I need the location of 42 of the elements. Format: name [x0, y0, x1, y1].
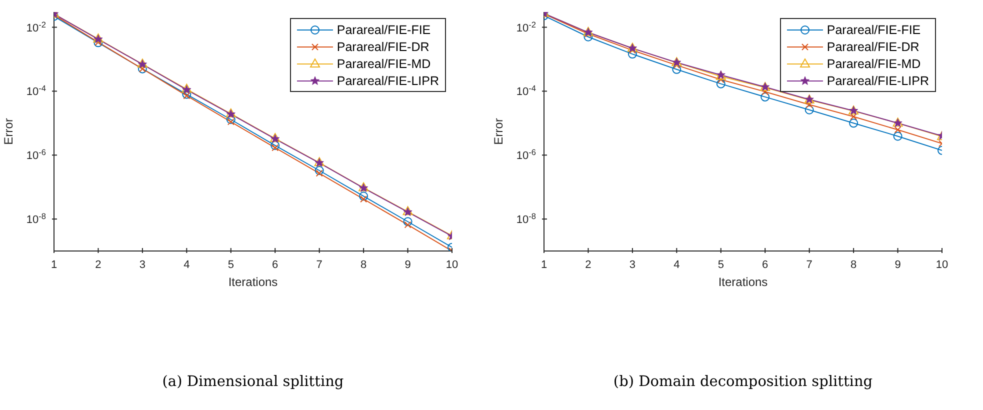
x-tick-label: 7: [806, 259, 812, 271]
x-tick-label: 6: [762, 259, 768, 271]
legend-label: Parareal/FIE-LIPR: [826, 74, 929, 88]
x-tick-label: 9: [404, 259, 411, 271]
x-tick-label: 5: [228, 259, 234, 271]
x-tick-label: 3: [629, 259, 636, 271]
y-tick-label: 10$^{-4}$: [516, 84, 536, 98]
legend-label: Parareal/FIE-FIE: [826, 22, 921, 36]
x-tick-label: 8: [360, 259, 367, 271]
x-tick-label: 8: [850, 259, 857, 271]
y-tick-label: 10$^{-2}$: [516, 20, 536, 34]
legend-label: Parareal/FIE-FIE: [336, 22, 431, 36]
y-axis-title: Error: [1, 118, 16, 145]
x-tick-label: 10: [446, 259, 458, 271]
x-tick-label: 10: [936, 259, 948, 271]
x-axis-title: Iterations: [228, 275, 278, 289]
text: (b) Domain decomposition splitting: [612, 374, 874, 390]
x-tick-label: 4: [184, 259, 190, 271]
x-tick-label: 3: [139, 259, 146, 271]
x-tick-label: 6: [272, 259, 278, 271]
x-tick-label: 1: [50, 259, 58, 271]
y-tick-label: 10$^{-4}$: [26, 84, 46, 98]
legend-label: Parareal/FIE-LIPR: [336, 74, 439, 88]
y-tick-label: 10$^{-8}$: [516, 212, 536, 226]
text: (a) Dimensional splitting: [161, 374, 345, 390]
y-tick-label: 10$^{-6}$: [516, 148, 536, 162]
y-axis-title: Error: [491, 118, 506, 145]
x-tick-label: 9: [894, 259, 901, 271]
y-tick-label: 10$^{-6}$: [26, 148, 46, 162]
y-tick-label: 10$^{-8}$: [26, 212, 46, 226]
legend-label: Parareal/FIE-MD: [826, 56, 921, 70]
x-tick-label: 7: [316, 259, 322, 271]
x-tick-label: 2: [585, 259, 592, 271]
x-tick-label: 5: [718, 259, 724, 271]
x-tick-label: 2: [95, 259, 102, 271]
legend-label: Parareal/FIE-MD: [336, 56, 431, 70]
y-tick-label: 10$^{-2}$: [26, 20, 46, 34]
legend-label: Parareal/FIE-DR: [336, 40, 430, 54]
x-tick-label: 1: [540, 259, 548, 271]
x-tick-label: 4: [674, 259, 680, 271]
x-axis-title: Iterations: [718, 275, 768, 289]
legend-label: Parareal/FIE-DR: [826, 40, 920, 54]
